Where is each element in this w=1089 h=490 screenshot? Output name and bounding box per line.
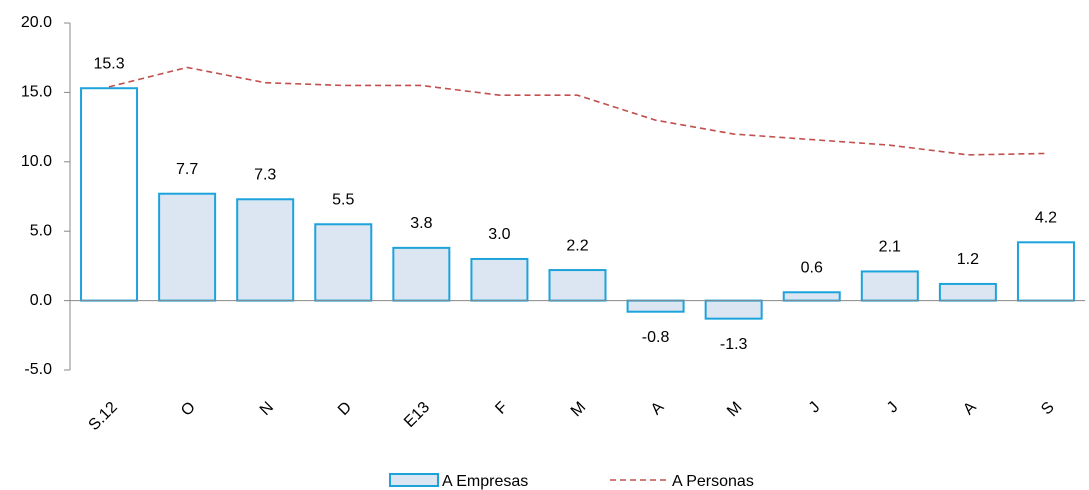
x-tick-label: E13 xyxy=(401,399,433,431)
y-tick-label: 20.0 xyxy=(21,14,52,31)
value-label: 3.0 xyxy=(488,226,510,243)
x-tick-label: S xyxy=(1038,399,1058,419)
bar xyxy=(470,257,529,302)
y-tick-label: 10.0 xyxy=(21,153,52,170)
value-label: 3.8 xyxy=(410,215,432,232)
bar xyxy=(80,87,139,302)
bar xyxy=(704,299,763,320)
bar xyxy=(392,246,451,302)
bar xyxy=(938,282,997,302)
x-tick-label: S.12 xyxy=(86,399,121,434)
x-tick-label: A xyxy=(960,399,980,419)
x-tick-label: N xyxy=(257,399,277,419)
value-label: 5.5 xyxy=(332,191,354,208)
value-label: 0.6 xyxy=(801,259,823,276)
bar xyxy=(782,291,841,302)
bar xyxy=(860,270,919,302)
value-label: -1.3 xyxy=(720,336,748,353)
value-label: 2.1 xyxy=(879,239,901,256)
x-tick-label: J xyxy=(884,399,902,417)
x-tick-label: M xyxy=(568,399,589,420)
y-tick-label: -5.0 xyxy=(24,361,52,378)
value-label: 2.2 xyxy=(566,237,588,254)
x-tick-label: A xyxy=(648,399,668,419)
bar xyxy=(548,269,607,302)
x-tick-label: M xyxy=(724,399,745,420)
legend-label: A Personas xyxy=(672,473,754,490)
value-label: 4.2 xyxy=(1035,210,1057,227)
legend-label: A Empresas xyxy=(442,473,528,490)
legend-swatch xyxy=(389,473,439,487)
bar xyxy=(1016,241,1075,302)
x-tick-label: O xyxy=(178,399,199,420)
x-tick-label: J xyxy=(806,399,824,417)
bar xyxy=(626,299,685,313)
bar xyxy=(314,223,373,302)
value-label: 7.3 xyxy=(254,166,276,183)
x-tick-label: F xyxy=(492,399,511,418)
value-label: 1.2 xyxy=(957,251,979,268)
value-label: -0.8 xyxy=(642,329,670,346)
value-label: 15.3 xyxy=(93,55,124,72)
line-series xyxy=(108,66,1046,156)
bar xyxy=(158,192,217,302)
value-label: 7.7 xyxy=(176,161,198,178)
y-tick-label: 15.0 xyxy=(21,84,52,101)
x-tick-label: D xyxy=(335,399,355,419)
y-tick-label: 0.0 xyxy=(30,292,52,309)
bar xyxy=(236,198,295,302)
y-tick-label: 5.0 xyxy=(30,222,52,239)
